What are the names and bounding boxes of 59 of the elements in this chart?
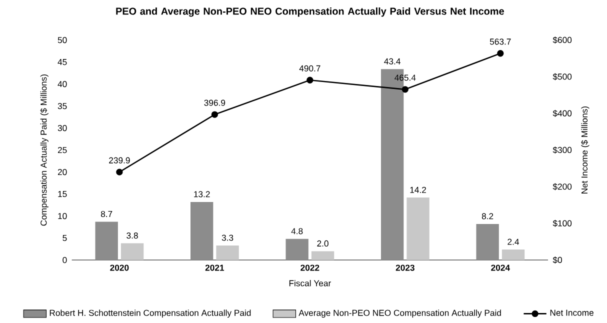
y2-tick-label: $100 (552, 220, 572, 227)
point (497, 50, 504, 57)
x-tick-label: 2022 (300, 264, 320, 271)
data-label: 8.2 (482, 213, 494, 220)
legend-label: Robert H. Schottenstein Compensation Actually Paid (50, 310, 251, 318)
y-axis-title: Compensation Actually Paid ($ Millions) (40, 74, 48, 226)
x-tick-label: 2020 (110, 264, 129, 271)
x-axis-title: Fiscal Year (289, 280, 331, 286)
bar (286, 238, 308, 260)
data-label: 3.3 (222, 234, 234, 241)
data-label: 2.4 (508, 238, 520, 245)
y-tick-label: 40 (58, 80, 67, 88)
bar (216, 245, 239, 260)
bar (190, 202, 214, 260)
data-label: 396.9 (204, 100, 226, 106)
bar (476, 224, 499, 260)
y-tick-label: 35 (58, 102, 67, 110)
data-label: 13.2 (194, 191, 210, 198)
x-tick-label: 2021 (205, 264, 224, 271)
y2-axis-title: Net Income ($ Millions) (581, 106, 590, 194)
y-tick-label: 15 (58, 190, 67, 197)
legend-label: Average Non-PEO NEO Compensation Actually Paid (298, 310, 501, 318)
x-tick-label: 2023 (396, 264, 414, 271)
y2-tick-label: $500 (552, 73, 572, 80)
y-tick-label: 0 (62, 256, 67, 263)
y2-tick-label: $200 (552, 183, 572, 190)
y-tick-label: 30 (58, 124, 67, 132)
y2-tick-label: $300 (552, 146, 572, 154)
bar (311, 251, 334, 260)
data-label: 8.7 (100, 210, 112, 217)
bar (406, 197, 430, 260)
y-tick-label: 45 (58, 58, 67, 65)
point (306, 76, 314, 84)
data-label: 2.0 (317, 240, 328, 246)
chart-title: PEO and Average Non-PEO NEO Compensation Actually Paid Versus Net Income (116, 7, 504, 17)
data-label: 4.8 (291, 228, 303, 234)
y-tick-label: 50 (58, 36, 67, 44)
data-label: 3.8 (126, 232, 138, 239)
y2-tick-label: $600 (552, 36, 572, 44)
y2-tick-label: $400 (552, 110, 572, 117)
data-label: 465.4 (394, 74, 416, 81)
data-label: 490.7 (299, 65, 320, 72)
point (211, 111, 218, 118)
y2-tick-label: $0 (552, 256, 562, 264)
data-label: 14.2 (410, 186, 426, 193)
x-tick-label: 2024 (491, 264, 510, 271)
y-tick-label: 10 (58, 212, 67, 220)
bar (120, 243, 144, 260)
legend-label: Net Income (550, 310, 594, 316)
y-tick-label: 20 (58, 168, 67, 176)
data-label: 563.7 (490, 38, 511, 45)
y-tick-label: 5 (62, 234, 67, 241)
y-tick-label: 25 (58, 146, 67, 154)
point (116, 168, 123, 176)
point (402, 86, 408, 93)
data-label: 43.4 (384, 58, 400, 64)
bar (95, 222, 118, 260)
bar (502, 249, 525, 260)
data-label: 239.9 (109, 157, 130, 164)
